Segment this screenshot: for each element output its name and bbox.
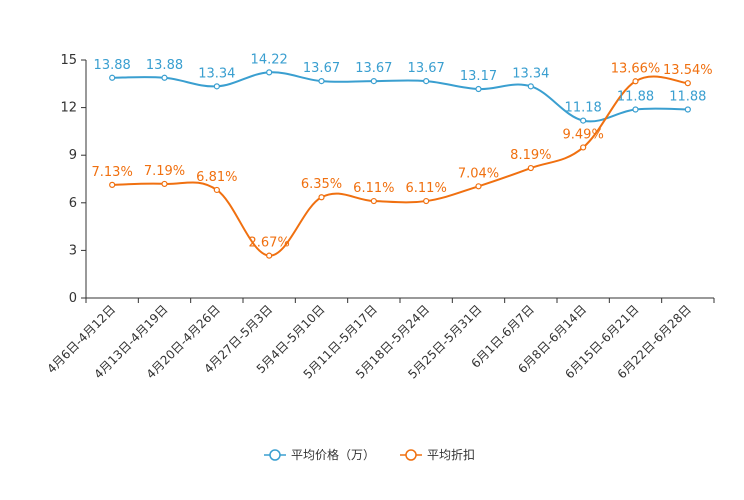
data-label: 7.13%: [92, 165, 133, 180]
data-point[interactable]: [109, 74, 116, 81]
data-label: 13.54%: [663, 63, 713, 78]
y-tick-label: 6: [69, 196, 77, 211]
axes: 036912154月6日-4月12日4月13日-4月19日4月20日-4月26日…: [44, 53, 715, 382]
legend-item-discount[interactable]: 平均折扣: [400, 447, 475, 462]
series-points: [109, 69, 691, 259]
data-label: 13.66%: [611, 61, 661, 76]
data-point[interactable]: [161, 74, 168, 81]
y-tick-label: 15: [60, 53, 77, 68]
data-label: 11.18: [565, 101, 602, 116]
series-line-price: [112, 71, 688, 123]
data-label: 14.22: [251, 52, 288, 67]
legend-marker-icon: [269, 449, 281, 461]
data-point[interactable]: [527, 164, 534, 172]
y-tick-label: 9: [69, 148, 77, 163]
data-point[interactable]: [266, 69, 273, 76]
data-point[interactable]: [266, 252, 273, 259]
data-point[interactable]: [213, 83, 220, 90]
data-label: 9.49%: [563, 127, 604, 142]
data-point[interactable]: [370, 197, 377, 205]
data-point[interactable]: [475, 183, 482, 190]
legend-label: 平均折扣: [427, 447, 475, 462]
data-label: 2.67%: [249, 236, 290, 251]
data-label: 11.88: [617, 90, 654, 105]
data-point[interactable]: [423, 78, 430, 85]
legend-label: 平均价格（万）: [291, 447, 375, 462]
data-point[interactable]: [684, 80, 691, 87]
data-label: 11.88: [669, 90, 706, 105]
data-point[interactable]: [109, 181, 116, 188]
data-label: 7.04%: [458, 166, 499, 181]
y-tick-label: 12: [60, 101, 77, 116]
data-label: 13.88: [94, 58, 131, 73]
data-point[interactable]: [423, 197, 430, 205]
legend-item-price[interactable]: 平均价格（万）: [264, 447, 375, 462]
data-point[interactable]: [632, 78, 639, 85]
data-point[interactable]: [632, 106, 639, 113]
data-label: 13.67: [408, 61, 445, 76]
data-point[interactable]: [475, 85, 482, 93]
data-point[interactable]: [318, 78, 325, 85]
data-point[interactable]: [370, 78, 377, 85]
data-label: 6.35%: [301, 177, 342, 192]
data-point[interactable]: [684, 106, 691, 113]
y-tick-label: 3: [69, 243, 77, 258]
data-label: 6.81%: [196, 170, 237, 185]
data-label: 6.11%: [406, 181, 447, 196]
data-point[interactable]: [213, 186, 220, 194]
data-label: 13.67: [355, 61, 392, 76]
data-label: 13.67: [303, 61, 340, 76]
data-label: 13.88: [146, 58, 183, 73]
data-label: 6.11%: [353, 181, 394, 196]
data-label: 8.19%: [510, 148, 551, 163]
data-label: 7.19%: [144, 164, 185, 179]
data-point[interactable]: [161, 180, 168, 188]
data-point[interactable]: [527, 83, 534, 90]
data-label: 13.34: [198, 66, 235, 81]
data-point[interactable]: [318, 194, 325, 201]
data-label: 13.17: [460, 69, 497, 84]
data-labels: 13.88 13.88 13.34 14.22 13.67 13.67 13.67 13.17…: [92, 52, 713, 250]
y-tick-label: 0: [69, 291, 77, 306]
legend[interactable]: 平均价格（万） 平均折扣: [264, 447, 475, 462]
data-point[interactable]: [580, 144, 587, 151]
data-label: 13.34: [512, 66, 549, 81]
legend-marker-icon: [405, 449, 417, 461]
data-point[interactable]: [580, 117, 587, 124]
